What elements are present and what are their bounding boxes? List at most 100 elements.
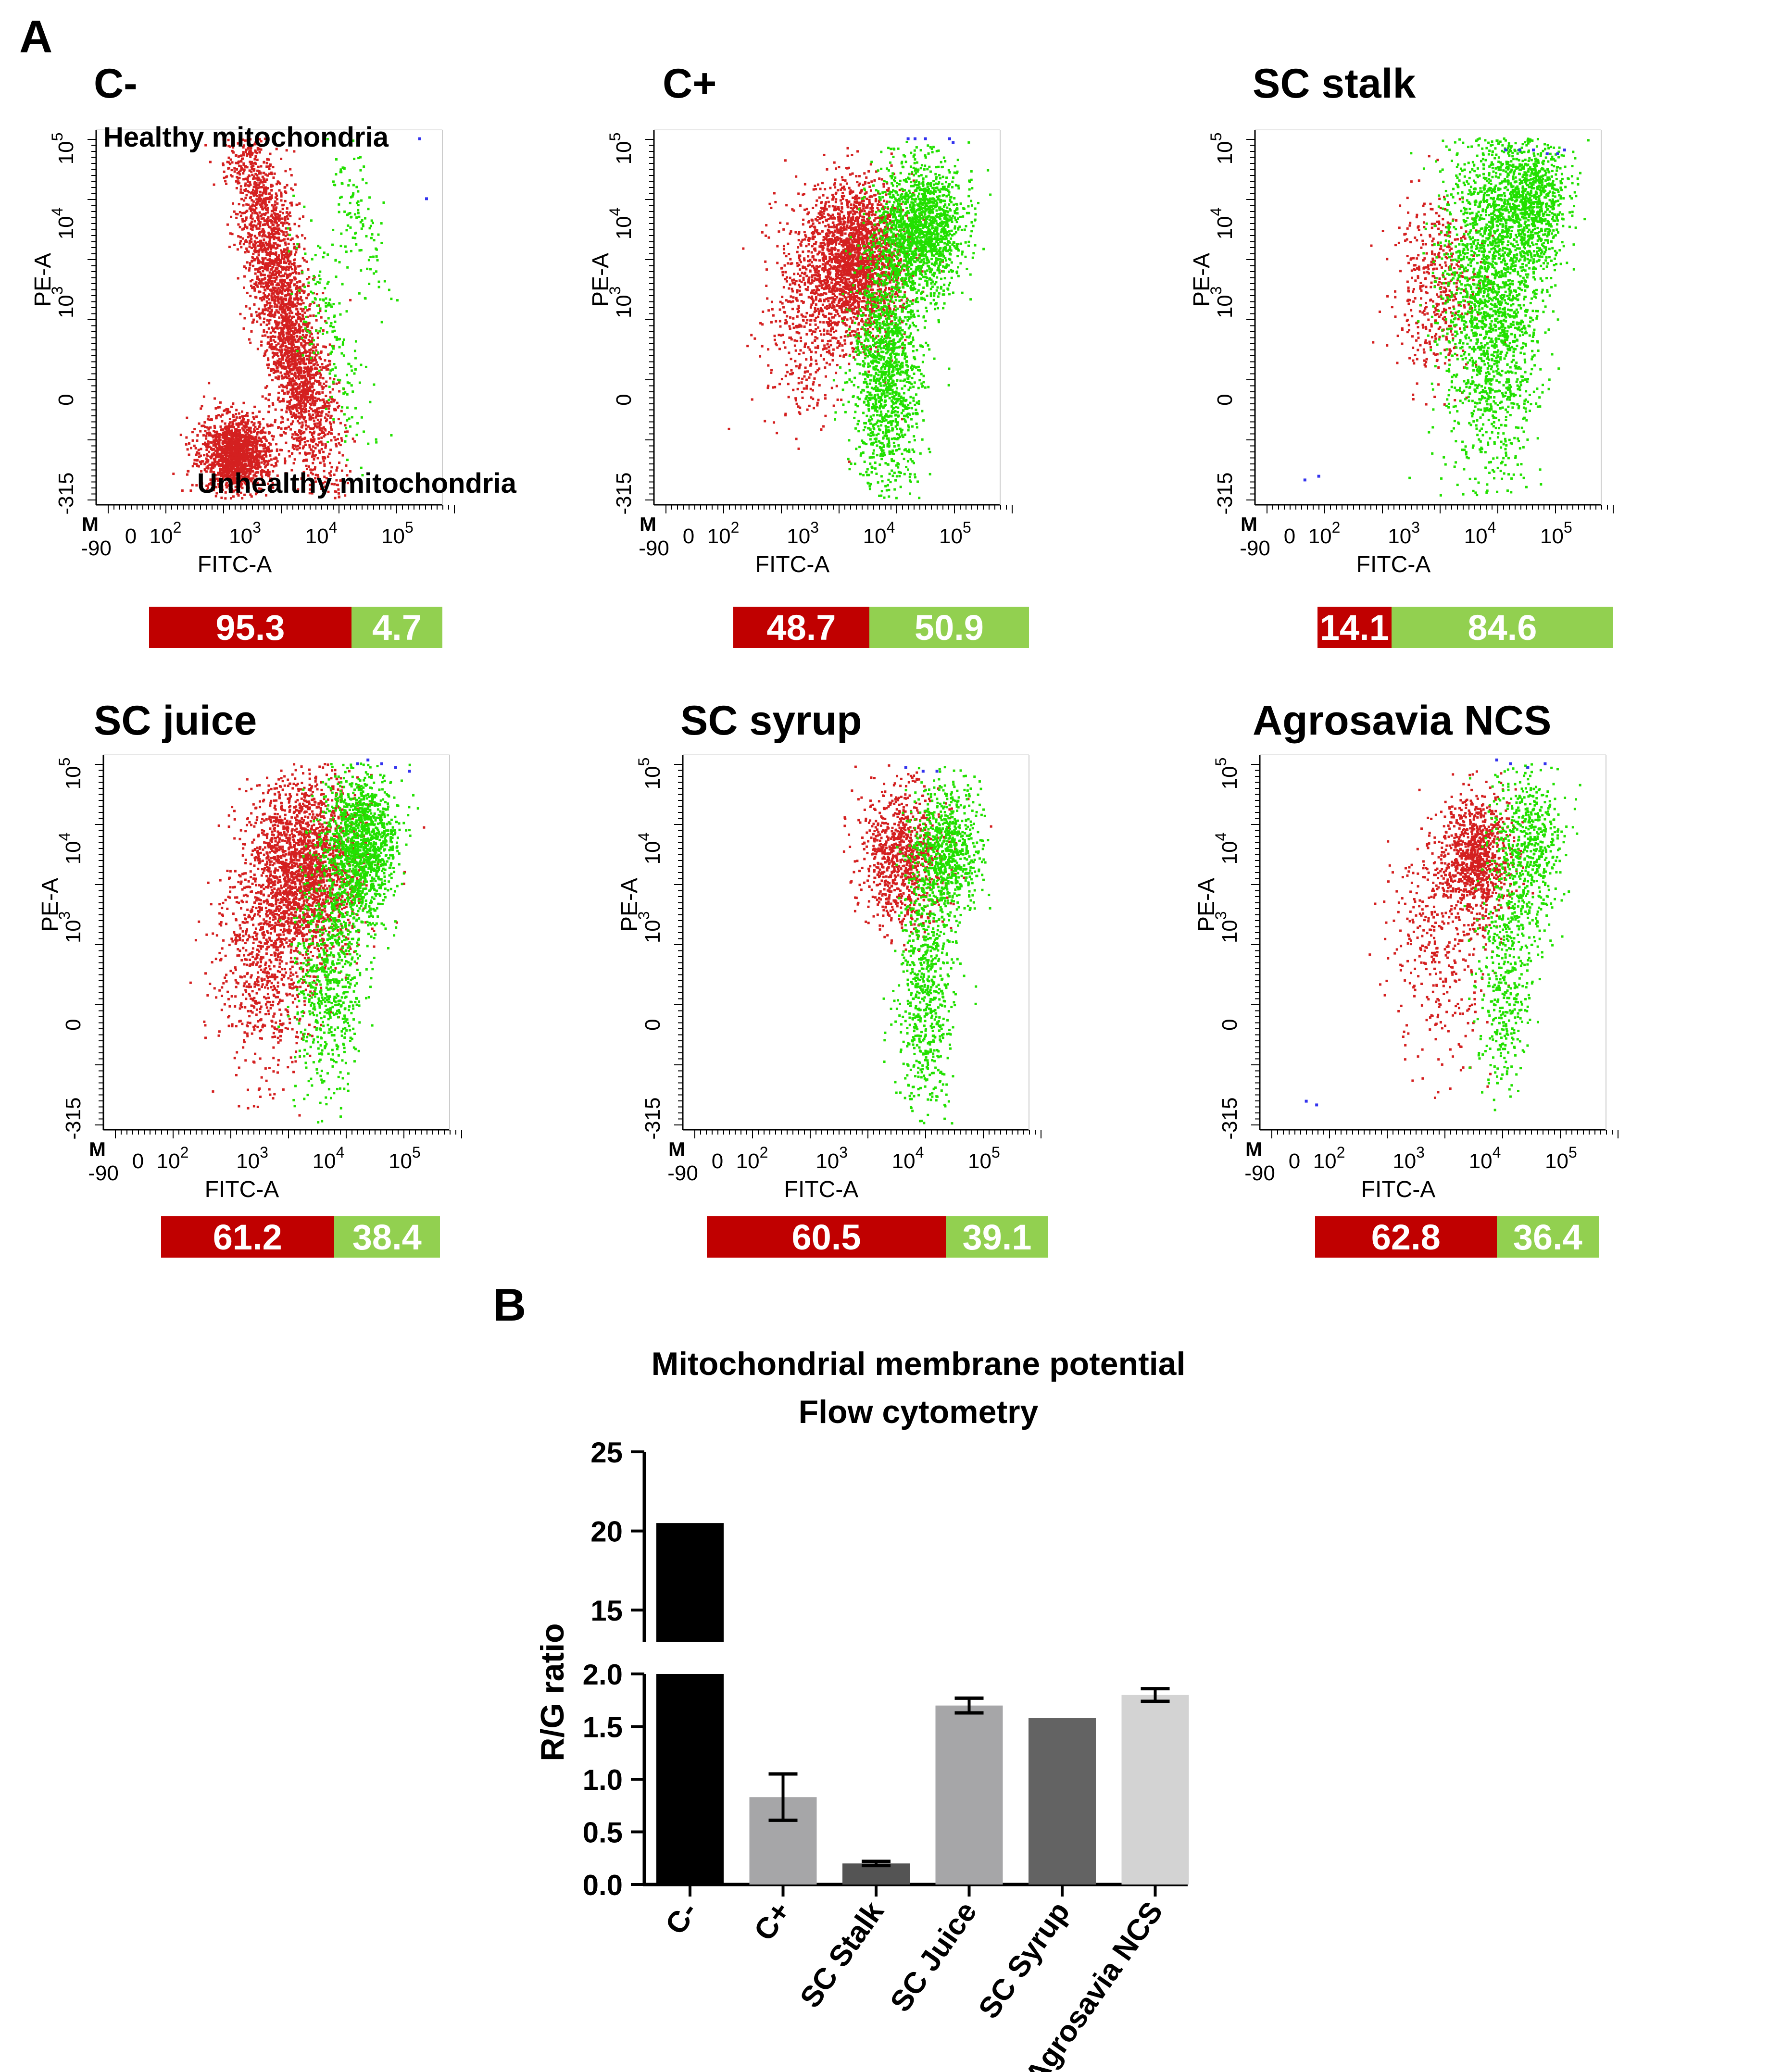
y-tick-label: 105 <box>1207 133 1237 165</box>
flow-dots-red <box>842 764 992 952</box>
red-percentage: 14.1 <box>1317 607 1392 648</box>
x-tick-label: 102 <box>150 519 182 548</box>
x-tick-label: 105 <box>1545 1144 1577 1173</box>
x-tick-label: SC Juice <box>884 1896 983 2018</box>
y-tick-label: 1.0 <box>583 1764 623 1796</box>
flow-dots-blue <box>1305 758 1547 1107</box>
y-tick-label: -315 <box>1213 473 1237 515</box>
y-tick-label: -315 <box>641 1098 665 1140</box>
flow-dots-blue <box>1303 149 1566 482</box>
y-tick-label: 104 <box>1212 833 1242 865</box>
percentage-bar: 48.7 50.9 <box>733 607 1029 648</box>
green-percentage: 36.4 <box>1496 1216 1599 1258</box>
flow-dots-red <box>1370 155 1506 406</box>
bar <box>1121 1695 1189 1885</box>
y-tick-label: 104 <box>606 208 636 240</box>
y-tick-label: 104 <box>1207 208 1237 240</box>
x-tick-label: 0 <box>683 524 694 548</box>
flow-plot-title: SC juice <box>94 697 257 745</box>
flow-plot-title: C+ <box>663 60 716 108</box>
y-tick-label: 15 <box>590 1595 623 1627</box>
gate-marker-label: M <box>1241 513 1257 536</box>
y-tick-label: 105 <box>1212 758 1242 790</box>
flow-scatter-plot: -900 102 103 104 105FITC-AM-3150103104105PE-… <box>1194 754 1618 1202</box>
y-tick-label: 104 <box>56 833 85 865</box>
y-axis-label: PE-A <box>617 878 642 932</box>
x-tick-label: -90 <box>639 537 669 560</box>
x-tick-label: C- <box>659 1896 704 1940</box>
flow-dots-green <box>882 766 991 1125</box>
annotation-unhealthy: Unhealthy mitochondria <box>197 468 517 499</box>
flow-dots-green <box>277 762 419 1124</box>
x-tick-label: 104 <box>1464 519 1496 548</box>
flow-plot-title: SC stalk <box>1253 60 1416 108</box>
flow-plot-title: SC syrup <box>680 697 862 745</box>
y-tick-label: 0.5 <box>583 1817 623 1849</box>
flow-dots-red <box>172 137 356 500</box>
flow-scatter-plot: -900 102 103 104 105FITC-AM-3150103104105PE-… <box>38 754 462 1202</box>
x-axis-label: FITC-A <box>1361 1177 1436 1202</box>
x-tick-label: SC Syrup <box>972 1896 1077 2024</box>
x-tick-label: 0 <box>1284 524 1295 548</box>
flow-dots-green <box>1408 137 1590 497</box>
red-percentage: 62.8 <box>1315 1216 1497 1258</box>
x-tick-label: 103 <box>1393 1144 1425 1173</box>
x-tick-label: 104 <box>1469 1144 1501 1173</box>
percentage-bar: 60.5 39.1 <box>707 1216 1048 1258</box>
x-tick-label: 104 <box>305 519 338 548</box>
x-tick-label: 0 <box>125 524 137 548</box>
y-tick-label: 0 <box>62 1019 85 1030</box>
y-tick-label: 0 <box>1218 1019 1242 1030</box>
bar <box>935 1705 1003 1885</box>
x-tick-label: 104 <box>313 1144 345 1173</box>
y-axis-label: PE-A <box>38 878 63 932</box>
y-tick-label: 105 <box>635 758 665 790</box>
x-tick-label: 105 <box>968 1144 1000 1173</box>
x-tick-label: -90 <box>81 537 112 560</box>
y-tick-label: 1.5 <box>583 1711 623 1744</box>
green-percentage: 39.1 <box>946 1216 1048 1258</box>
x-tick-label: 104 <box>863 519 895 548</box>
gate-marker-label: M <box>82 513 99 536</box>
y-tick-label: 105 <box>49 133 78 165</box>
red-percentage: 48.7 <box>733 607 869 648</box>
flow-dots-green <box>1463 763 1581 1111</box>
y-tick-label: 25 <box>590 1436 623 1469</box>
x-tick-label: SC Stalk <box>794 1896 891 2014</box>
x-tick-label: 102 <box>736 1144 768 1173</box>
y-tick-label: -315 <box>612 473 636 515</box>
flow-scatter-plot: -900 102 103 104 105FITC-AM-3150103104105PE-… <box>588 129 1013 577</box>
y-tick-label: 0.0 <box>583 1869 623 1901</box>
y-axis-label: PE-A <box>588 253 614 307</box>
y-tick-label: 105 <box>606 133 636 165</box>
percentage-bar: 61.2 38.4 <box>161 1216 440 1258</box>
x-tick-label: 105 <box>389 1144 421 1173</box>
gate-marker-label: M <box>668 1138 685 1161</box>
y-tick-label: 104 <box>635 833 665 865</box>
green-percentage: 4.7 <box>351 607 442 648</box>
red-percentage: 61.2 <box>161 1216 334 1258</box>
y-axis-label: R/G ratio <box>534 1623 571 1761</box>
x-tick-label: 103 <box>815 1144 848 1173</box>
flow-scatter-plot: -900 102 103 104 105FITC-AM-3150103104105PE-… <box>30 122 517 577</box>
flow-dots-blue <box>904 766 939 773</box>
y-axis-label: PE-A <box>1194 878 1219 932</box>
y-tick-label: 0 <box>641 1019 665 1030</box>
x-axis-label: FITC-A <box>205 1177 279 1202</box>
x-tick-label: -90 <box>88 1161 119 1185</box>
green-percentage: 50.9 <box>869 607 1029 648</box>
x-tick-label: 102 <box>1313 1144 1345 1173</box>
gate-marker-label: M <box>89 1138 106 1161</box>
flow-plot-title: C- <box>94 60 138 108</box>
y-tick-label: 104 <box>49 208 78 240</box>
x-tick-label: -90 <box>1244 1161 1275 1185</box>
x-tick-label: -90 <box>1240 537 1270 560</box>
y-tick-label: 105 <box>56 758 85 790</box>
x-tick-label: -90 <box>667 1161 698 1185</box>
x-axis-label: FITC-A <box>784 1177 859 1202</box>
x-tick-label: 0 <box>1289 1149 1300 1173</box>
x-tick-label: 103 <box>236 1144 268 1173</box>
y-tick-label: 0 <box>1213 394 1237 405</box>
y-tick-label: -315 <box>54 473 78 515</box>
x-tick-label: 0 <box>132 1149 144 1173</box>
